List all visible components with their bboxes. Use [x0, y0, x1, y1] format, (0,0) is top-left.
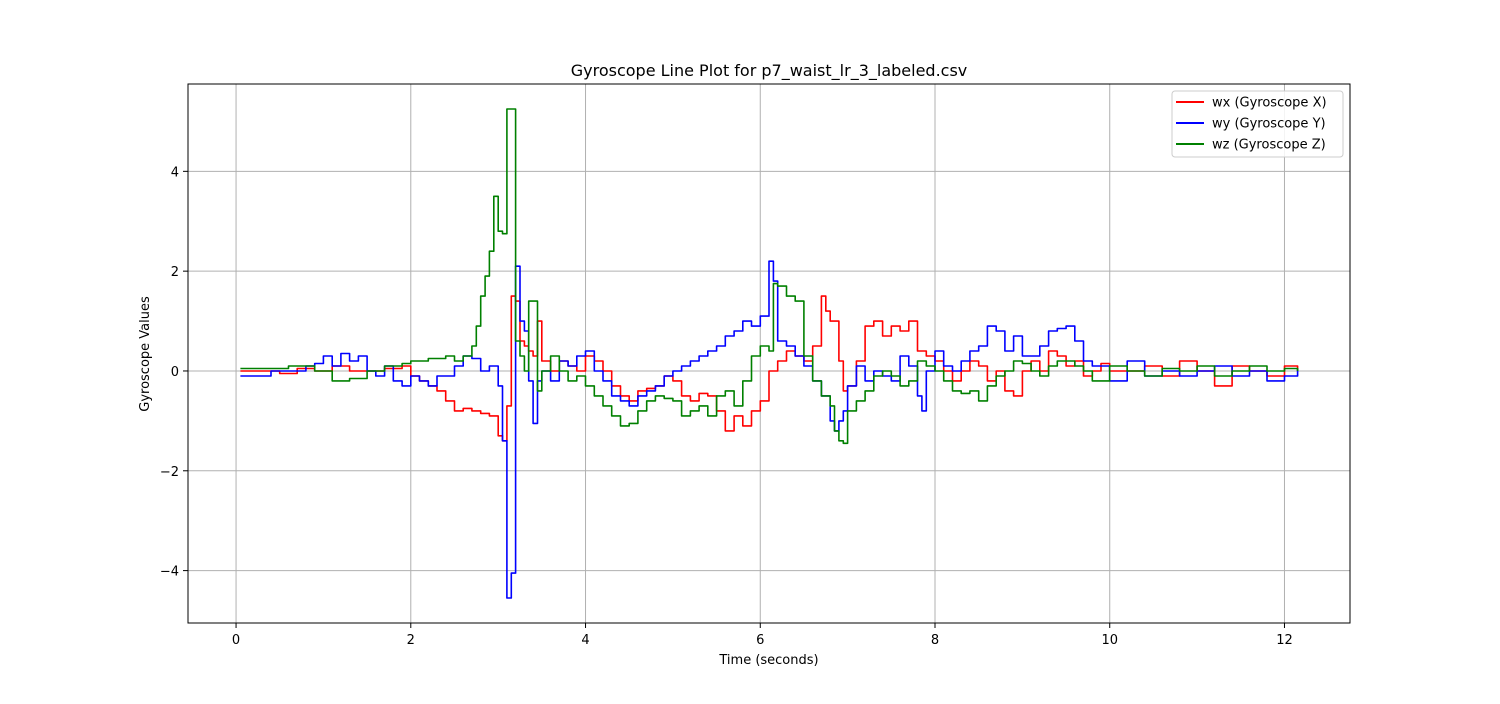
plot-layer — [240, 108, 1299, 599]
y-tick-label: −2 — [160, 465, 179, 480]
x-tick-label: 0 — [232, 633, 240, 648]
x-tick-label: 10 — [1101, 633, 1118, 648]
legend: wx (Gyroscope X) wy (Gyroscope Y) wz (Gyro… — [1171, 90, 1344, 158]
series-line-wy — [240, 260, 1299, 599]
y-tick-label: 0 — [171, 365, 179, 380]
legend-box — [1171, 90, 1344, 158]
y-tick-label: −4 — [160, 565, 179, 580]
legend-label: wy (Gyroscope Y) — [1212, 117, 1326, 132]
x-tick-label: 12 — [1276, 633, 1293, 648]
x-tick-label: 4 — [581, 633, 589, 648]
y-tick-label: 2 — [171, 265, 179, 280]
chart-title: Gyroscope Line Plot for p7_waist_lr_3_la… — [571, 61, 968, 81]
y-tick-label: 4 — [171, 165, 179, 180]
x-tick-label: 2 — [407, 633, 415, 648]
series-line-wz — [240, 108, 1299, 445]
x-axis-title: Time (seconds) — [718, 653, 818, 668]
tick-layer: 0 2 4 6 8 10 12 −4 −2 0 2 4 — [160, 165, 1293, 648]
y-axis-title: Gyroscope Values — [138, 296, 153, 412]
legend-label: wx (Gyroscope X) — [1212, 96, 1327, 111]
legend-label: wz (Gyroscope Z) — [1212, 138, 1326, 153]
grid-layer — [188, 84, 1350, 623]
plot-frame — [187, 83, 1351, 624]
series-line-wx — [240, 295, 1299, 442]
x-tick-label: 6 — [756, 633, 764, 648]
x-tick-label: 8 — [931, 633, 939, 648]
